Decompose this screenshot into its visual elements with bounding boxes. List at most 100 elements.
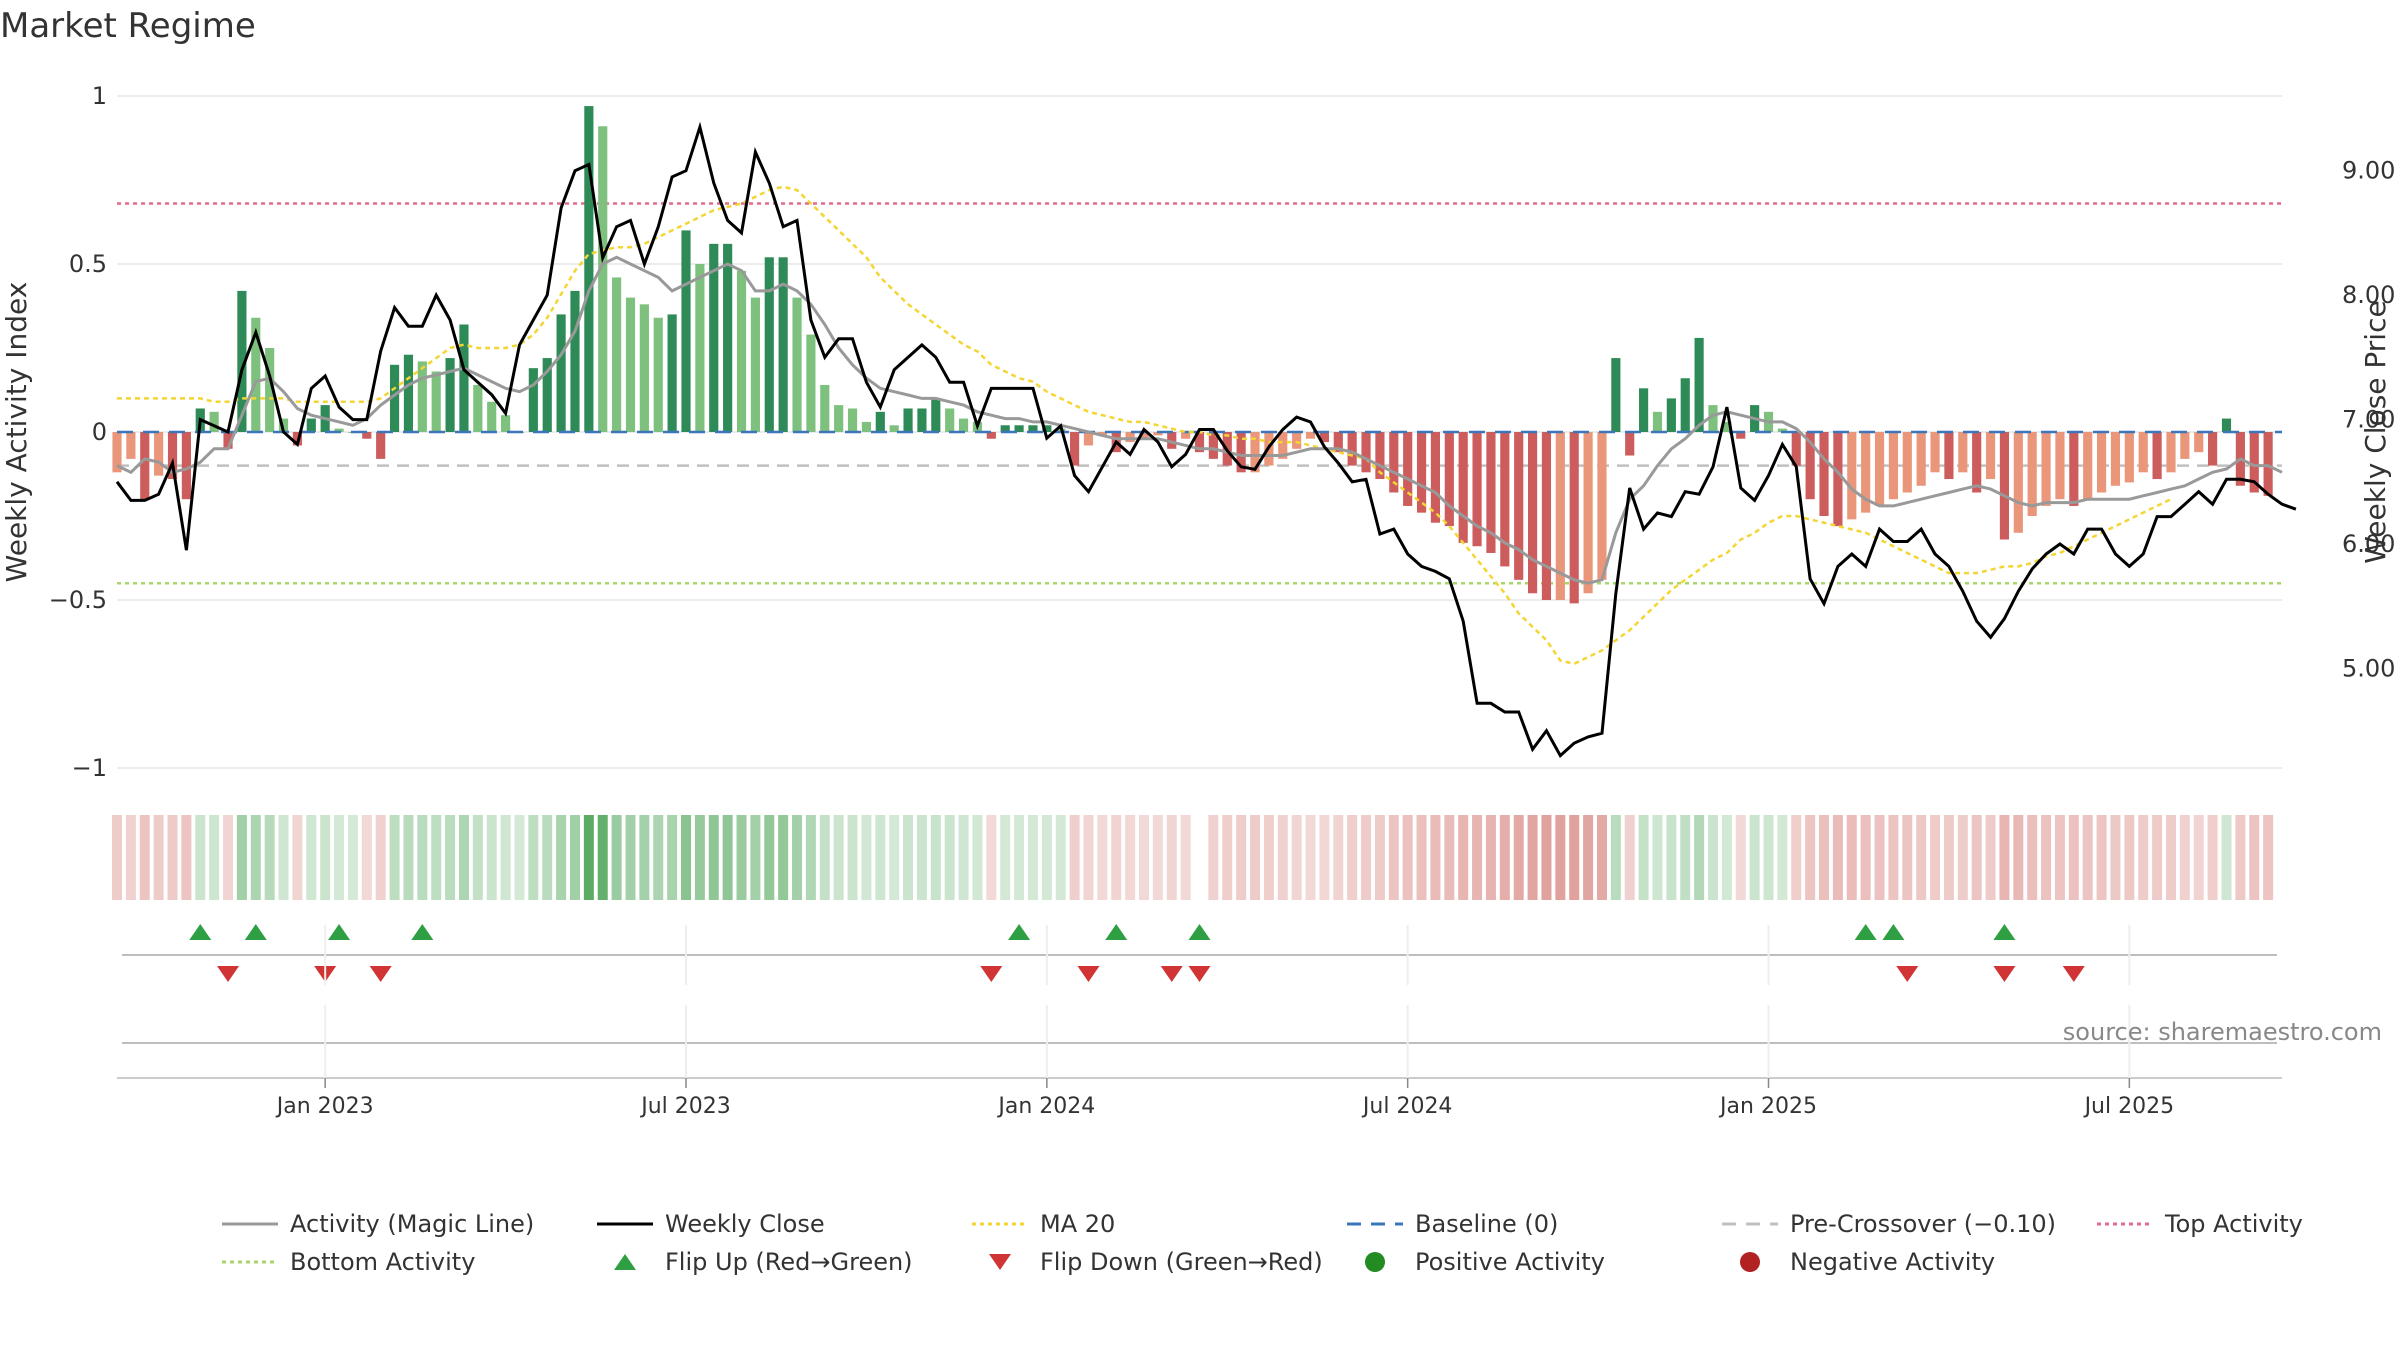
activity-bar: [2208, 432, 2218, 466]
legend-swatch-mark: [1365, 1252, 1385, 1272]
activity-bar: [1389, 432, 1399, 493]
regime-strip-cell: [861, 815, 872, 900]
activity-bar: [1139, 432, 1149, 439]
activity-bar: [1985, 432, 1996, 480]
regime-strip-cell: [1860, 815, 1871, 900]
regime-strip-cell: [597, 815, 608, 900]
regime-strip-cell: [750, 815, 761, 900]
activity-bar: [445, 358, 455, 432]
regime-strip-cell: [112, 815, 122, 900]
regime-strip-cell: [1888, 815, 1899, 900]
regime-strip-cell: [1721, 815, 1732, 900]
flip-up-marker: [1188, 924, 1211, 940]
activity-bar: [1694, 337, 1704, 432]
flip-up-marker: [1105, 924, 1128, 940]
regime-strip-cell: [833, 815, 844, 900]
regime-strip-cell: [1666, 815, 1677, 900]
activity-bar: [653, 317, 663, 432]
activity-bar: [1472, 432, 1482, 547]
activity-bar: [1403, 432, 1413, 506]
legend-label: Positive Activity: [1415, 1248, 1605, 1276]
regime-strip-cell: [1416, 815, 1427, 900]
regime-strip-cell: [1347, 815, 1358, 900]
activity-bar: [764, 257, 774, 432]
flip-down-marker: [1188, 966, 1211, 982]
activity-bar: [1805, 432, 1815, 500]
regime-strip-cell: [2041, 815, 2052, 900]
legend-item: Bottom Activity: [220, 1243, 475, 1281]
activity-bar: [1902, 432, 1912, 493]
regime-strip-cell: [625, 815, 636, 900]
activity-bar: [1611, 358, 1621, 432]
activity-bar: [2166, 432, 2176, 473]
legend-label: Pre-Crossover (−0.10): [1790, 1210, 2057, 1238]
activity-bar: [2263, 432, 2273, 496]
regime-strip-cell: [1138, 815, 1149, 900]
regime-strip-cell: [930, 815, 941, 900]
ma20-line: [117, 185, 2172, 666]
flip-down-marker: [217, 966, 240, 982]
activity-bar: [1569, 432, 1579, 604]
regime-strip-cell: [1374, 815, 1385, 900]
regime-strip-cell: [361, 815, 372, 900]
activity-bar: [1680, 378, 1690, 432]
regime-strip-cell: [1069, 815, 1080, 900]
magic-line: [116, 255, 2283, 585]
legend-swatch: [1740, 1252, 1760, 1272]
regime-strip-cell: [292, 815, 303, 900]
regime-strip-cell: [1041, 815, 1052, 900]
legend-item: Pre-Crossover (−0.10): [1720, 1205, 2056, 1243]
regime-strip-cell: [1361, 815, 1372, 900]
activity-bar: [958, 418, 969, 432]
x-tick-label: Jul 2023: [639, 1094, 731, 1119]
legend-swatch: [1347, 1222, 1403, 1226]
regime-strip-cell: [375, 815, 386, 900]
activity-bar: [473, 384, 483, 432]
regime-strip-cell: [2263, 815, 2274, 900]
activity-bar: [584, 106, 594, 432]
activity-bar: [1347, 432, 1357, 466]
activity-bar: [1930, 432, 1940, 473]
activity-bar: [847, 408, 858, 432]
activity-bar: [1819, 432, 1829, 516]
activity-bar: [1722, 421, 1732, 432]
activity-bar: [1708, 405, 1718, 432]
activity-bar: [126, 432, 136, 459]
weekly-close-line: [115, 121, 2297, 758]
legend-item: Weekly Close: [595, 1205, 825, 1243]
regime-strip-cell: [1097, 815, 1108, 900]
regime-strip-cell: [1472, 815, 1483, 900]
activity-bar: [1361, 432, 1371, 473]
regime-strip-cell: [1819, 815, 1830, 900]
activity-bar: [2124, 432, 2134, 483]
regime-strip-cell: [1527, 815, 1538, 900]
activity-bar: [1208, 432, 1218, 459]
activity-bar: [431, 371, 441, 432]
flip-down-marker: [1993, 966, 2016, 982]
regime-strip-cell: [1430, 815, 1441, 900]
activity-bar: [1736, 432, 1746, 439]
activity-bar: [778, 257, 788, 432]
legend-swatch-mark: [1740, 1252, 1760, 1272]
legend-item: Top Activity: [2095, 1205, 2303, 1243]
activity-bar: [2110, 432, 2121, 486]
regime-strip-cell: [1263, 815, 1274, 900]
activity-bar: [1236, 432, 1246, 473]
regime-strip-cell: [764, 815, 775, 900]
regime-strip-cell: [500, 815, 511, 900]
regime-strip-cell: [1319, 815, 1330, 900]
regime-strip-cell: [569, 815, 580, 900]
regime-strip-cell: [334, 815, 345, 900]
activity-bar: [834, 405, 844, 432]
legend-swatch: [1722, 1222, 1778, 1226]
activity-bar: [487, 401, 497, 432]
activity-bar: [667, 314, 677, 432]
regime-strip-cell: [209, 815, 220, 900]
regime-strip-cell: [1902, 815, 1913, 900]
regime-strip-cell: [417, 815, 428, 900]
regime-strip-cell: [708, 815, 719, 900]
regime-strip-cell: [125, 815, 136, 900]
regime-strip-cell: [1125, 815, 1136, 900]
y-tick-left-label: −1: [72, 754, 107, 782]
